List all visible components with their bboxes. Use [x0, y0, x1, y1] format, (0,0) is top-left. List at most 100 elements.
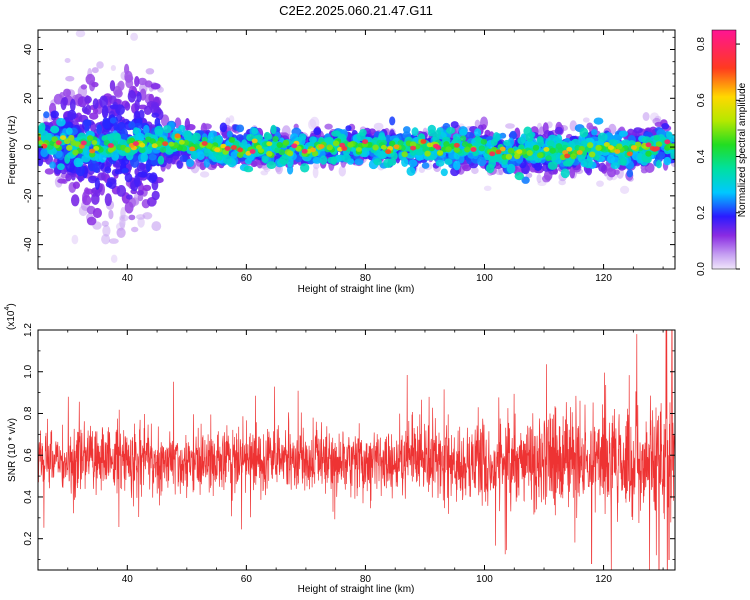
figure-title: C2E2.2025.060.21.47.G11 [279, 3, 433, 18]
heatmap-cell [40, 148, 49, 158]
heatmap-cell [653, 134, 660, 141]
heatmap-cell [619, 130, 628, 137]
colorbar-gradient [712, 30, 736, 269]
spectrogram-x-label: Height of straight line (km) [298, 284, 415, 295]
heatmap-cell [505, 153, 513, 160]
heatmap-cell [89, 148, 96, 154]
heatmap-cell [38, 122, 46, 132]
heatmap-cell [124, 101, 131, 111]
heatmap-cell [536, 136, 544, 143]
heatmap-cell [555, 143, 563, 150]
heatmap-cell [266, 150, 273, 157]
heatmap-cell [60, 135, 66, 141]
heatmap-cell [134, 111, 141, 118]
heatmap-cell [373, 158, 382, 166]
heatmap-cell [199, 171, 210, 178]
heatmap-cell [453, 160, 461, 171]
heatmap-cell [471, 166, 479, 175]
heatmap-cell [124, 201, 134, 214]
heatmap-cell [49, 161, 56, 169]
heatmap-cell [99, 95, 108, 108]
heatmap-cell [75, 30, 86, 38]
heatmap-cell [493, 152, 504, 161]
heatmap-cell [373, 122, 384, 131]
heatmap-cell [116, 185, 127, 197]
colorbar-label: Normalized spectral amplitude [737, 82, 748, 217]
spectrogram-heatmap [38, 18, 675, 263]
heatmap-cell [630, 145, 637, 150]
y-tick-label: 0.4 [23, 490, 34, 504]
heatmap-cell [616, 143, 623, 150]
heatmap-cell [82, 119, 92, 127]
heatmap-cell [128, 214, 136, 221]
heatmap-cell [583, 158, 593, 169]
heatmap-cell [453, 146, 460, 153]
snr-y-label: SNR (10 * v/v) [7, 418, 18, 482]
heatmap-cell [121, 168, 129, 174]
heatmap-cell [123, 18, 130, 24]
heatmap-cell [56, 117, 66, 127]
heatmap-cell [151, 190, 160, 201]
heatmap-cell [86, 216, 97, 226]
heatmap-cell [124, 173, 133, 183]
heatmap-cell [85, 73, 96, 85]
heatmap-cell [362, 139, 369, 145]
heatmap-cell [109, 117, 117, 124]
heatmap-cell [130, 32, 139, 41]
heatmap-cell [331, 130, 341, 137]
heatmap-cell [547, 161, 558, 170]
heatmap-cell [570, 153, 577, 160]
heatmap-cell [403, 126, 411, 134]
heatmap-cell [312, 166, 319, 179]
heatmap-cell [459, 135, 467, 142]
heatmap-cell [134, 76, 140, 87]
heatmap-cell [286, 150, 294, 157]
heatmap-cell [80, 140, 87, 146]
spectrogram-axes: 40 60 80 100 120 -40 -20 0 20 40 [23, 30, 675, 284]
heatmap-cell [110, 254, 118, 263]
heatmap-cell [190, 151, 198, 160]
heatmap-cell [380, 144, 387, 150]
heatmap-cell [655, 160, 662, 169]
heatmap-cell [595, 144, 602, 151]
heatmap-cell [81, 154, 91, 163]
heatmap-cell [661, 123, 670, 130]
heatmap-cell [148, 154, 157, 161]
heatmap-cell [101, 135, 108, 142]
y-tick-label: 1.2 [23, 323, 34, 337]
heatmap-cell [435, 159, 445, 167]
y-tick-label: 40 [23, 44, 34, 56]
heatmap-cell [38, 139, 44, 145]
x-tick-label: 40 [122, 574, 134, 585]
heatmap-cell [136, 91, 142, 103]
heatmap-cell [450, 121, 459, 129]
heatmap-cell [579, 127, 589, 138]
heatmap-cell [525, 172, 533, 178]
heatmap-cell [201, 141, 208, 146]
heatmap-cell [178, 139, 185, 145]
heatmap-cell [608, 145, 614, 151]
heatmap-cell [656, 151, 666, 160]
snr-x-label: Height of straight line (km) [298, 584, 415, 595]
heatmap-cell [597, 132, 608, 143]
heatmap-cell [663, 156, 672, 166]
heatmap-cell [128, 121, 136, 129]
heatmap-cell [186, 158, 195, 168]
heatmap-cell [514, 153, 521, 160]
heatmap-cell [144, 80, 153, 88]
heatmap-cell [626, 151, 633, 157]
heatmap-cell [437, 150, 444, 156]
heatmap-cell [66, 144, 73, 151]
heatmap-cell [124, 146, 131, 153]
heatmap-cell [85, 188, 94, 195]
heatmap-cell [163, 125, 172, 134]
heatmap-cell [564, 153, 571, 159]
heatmap-cell [589, 151, 596, 158]
heatmap-cell [91, 193, 100, 205]
heatmap-cell [506, 163, 516, 174]
heatmap-cell [428, 129, 436, 137]
heatmap-cell [157, 155, 165, 165]
heatmap-cell [266, 133, 273, 140]
heatmap-cell [389, 140, 396, 147]
heatmap-cell [420, 139, 427, 144]
